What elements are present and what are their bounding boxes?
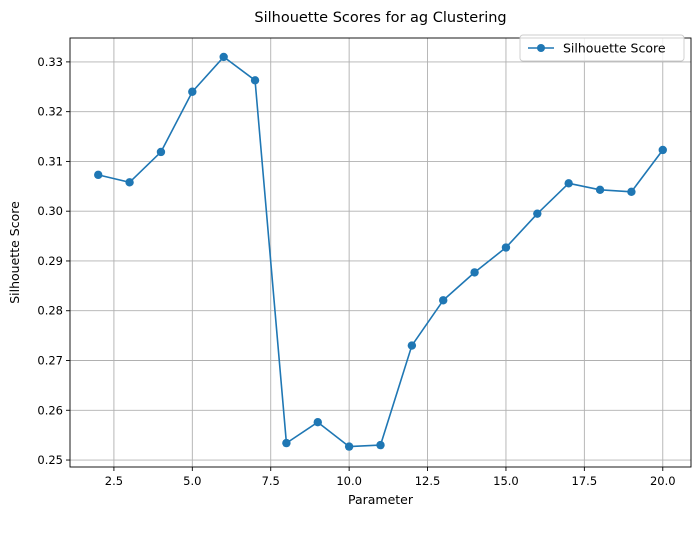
y-tick-label: 0.25 xyxy=(37,453,63,467)
y-tick-label: 0.28 xyxy=(37,304,63,318)
data-point xyxy=(470,268,479,277)
plot-frame xyxy=(69,37,692,468)
data-point xyxy=(439,296,448,305)
legend-marker-swatch xyxy=(537,44,545,52)
data-point xyxy=(94,170,103,180)
y-ticks: 0.25 0.26 0.27 0.28 0.29 0.30 0.31 0.32 0.33 xyxy=(37,55,70,467)
legend: Silhouette Score xyxy=(519,34,685,62)
data-point xyxy=(564,179,573,188)
x-tick-label: 12.5 xyxy=(415,474,441,488)
chart-title: Silhouette Scores for ag Clustering xyxy=(254,10,506,26)
data-point xyxy=(627,187,636,196)
y-tick-label: 0.30 xyxy=(37,204,63,218)
x-tick-label: 10.0 xyxy=(336,474,362,488)
x-tick-label: 2.5 xyxy=(105,474,123,488)
x-tick-label: 20.0 xyxy=(650,474,676,488)
legend-entry-label: Silhouette Score xyxy=(563,41,666,56)
data-point xyxy=(125,178,134,187)
grid xyxy=(70,38,691,467)
data-point xyxy=(344,442,354,451)
data-point xyxy=(533,209,542,218)
data-point xyxy=(188,87,197,96)
x-ticks: 2.5 5.0 7.5 10.0 12.5 15.0 17.5 20.0 xyxy=(105,467,676,488)
x-tick-label: 15.0 xyxy=(493,474,519,488)
data-point xyxy=(376,440,385,450)
series-layer xyxy=(94,52,667,451)
y-tick-label: 0.31 xyxy=(37,154,63,168)
data-point xyxy=(501,243,511,252)
y-tick-label: 0.33 xyxy=(37,55,63,69)
y-tick-label: 0.27 xyxy=(37,353,63,367)
x-tick-label: 7.5 xyxy=(262,474,280,488)
legend-box xyxy=(519,34,685,62)
y-tick-label: 0.29 xyxy=(37,254,63,268)
data-point xyxy=(595,185,605,194)
data-point xyxy=(658,145,667,155)
data-point xyxy=(407,341,417,350)
y-tick-label: 0.32 xyxy=(37,105,63,119)
data-point xyxy=(250,76,260,85)
x-tick-label: 17.5 xyxy=(572,474,598,488)
x-axis-label: Parameter xyxy=(348,492,414,507)
x-tick-label: 5.0 xyxy=(183,474,201,488)
data-point xyxy=(282,438,291,448)
y-axis-label: Silhouette Score xyxy=(7,201,22,304)
data-point xyxy=(313,418,322,427)
data-point xyxy=(219,52,228,62)
y-tick-label: 0.26 xyxy=(37,403,63,417)
data-point xyxy=(156,147,166,157)
